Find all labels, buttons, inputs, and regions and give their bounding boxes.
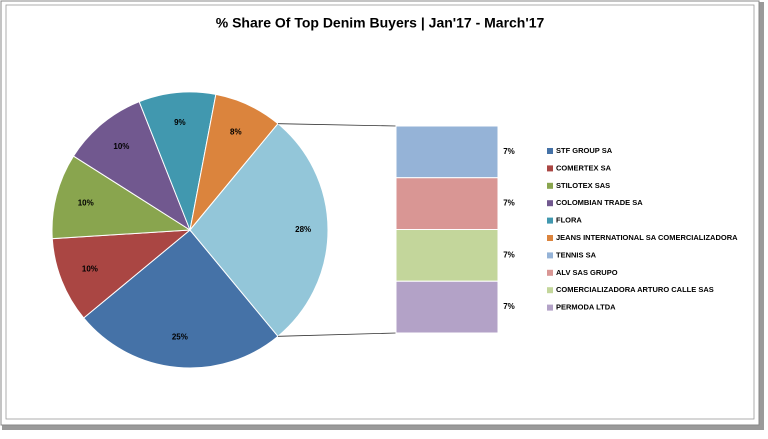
- legend-marker: [547, 287, 553, 294]
- pie-slice: [82, 229, 279, 369]
- legend-marker: [547, 235, 553, 241]
- data-label: 8%: [230, 128, 242, 137]
- pie-slice: [51, 155, 192, 240]
- chart-title: % Share Of Top Denim Buyers | Jan'17 - M…: [216, 15, 545, 31]
- legend-label: JEANS INTERNATIONAL SA COMERCIALIZADORA: [556, 233, 738, 242]
- legend-label: COMERTEX SA: [556, 163, 612, 172]
- connector-line: [277, 332, 397, 337]
- pie-slice: [51, 229, 192, 319]
- data-label: 10%: [82, 265, 98, 274]
- legend-marker: [547, 252, 553, 259]
- data-label: 25%: [172, 332, 188, 341]
- legend-label: STF GROUP SA: [556, 146, 613, 155]
- legend-marker: [547, 217, 553, 224]
- legend-marker: [547, 148, 553, 154]
- legend-marker: [547, 304, 553, 311]
- bar-segment: [395, 177, 499, 230]
- legend-label: FLORA: [556, 216, 582, 225]
- legend-label: COMERCIALIZADORA ARTURO CALLE SAS: [556, 285, 714, 294]
- data-label: 9%: [174, 118, 186, 127]
- legend-label: ALV SAS GRUPO: [556, 268, 618, 277]
- data-label: 7%: [503, 250, 515, 259]
- bar-segment: [395, 229, 499, 282]
- legend-marker: [547, 182, 553, 189]
- data-label: 10%: [78, 198, 94, 207]
- connector-line: [277, 123, 397, 127]
- legend-label: COLOMBIAN TRADE SA: [556, 198, 643, 207]
- pie-slice: [72, 101, 192, 232]
- bar-segment: [395, 280, 499, 334]
- legend-marker: [547, 269, 553, 276]
- legend-label: STILOTEX SAS: [556, 181, 610, 190]
- data-label: 7%: [503, 302, 515, 311]
- data-label: 7%: [503, 147, 515, 156]
- legend-label: TENNIS SA: [556, 250, 597, 259]
- pie-slice-other: [189, 122, 329, 338]
- bar-segment: [395, 125, 499, 179]
- data-label: 28%: [295, 225, 311, 234]
- data-label: 7%: [503, 199, 515, 208]
- data-label: 10%: [113, 142, 129, 151]
- legend-label: PERMODA LTDA: [556, 303, 616, 312]
- legend-marker: [547, 165, 553, 172]
- legend-marker: [547, 200, 553, 207]
